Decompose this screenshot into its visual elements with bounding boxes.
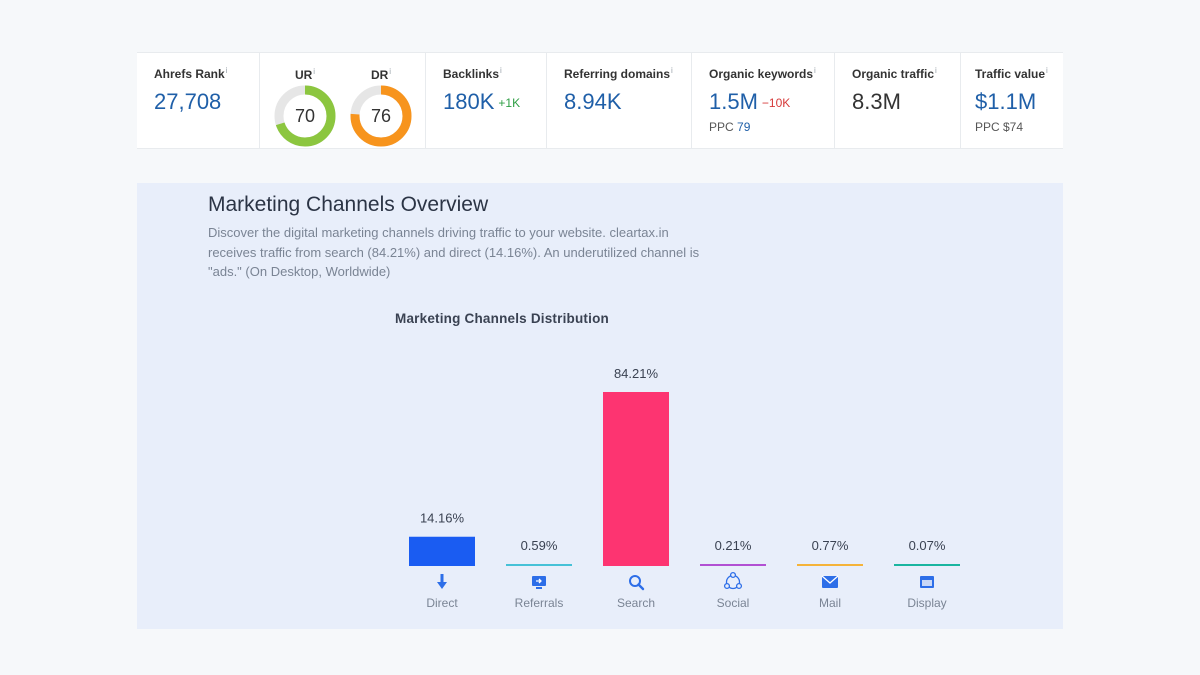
traffic-value-value[interactable]: $1.1M	[975, 89, 1037, 114]
social-share-icon	[723, 571, 743, 590]
ur-gauge-block: URi 70	[272, 67, 338, 149]
ppc-value[interactable]: 79	[737, 120, 751, 134]
info-icon[interactable]: i	[814, 66, 816, 75]
bar-value-label: 0.07%	[909, 538, 946, 553]
ur-dr-metric: URi 70 DRi 76	[260, 53, 426, 148]
bar-display	[894, 564, 960, 566]
metrics-bar: Ahrefs Ranki 27,708 URi 70 DRi 76	[137, 52, 1063, 149]
backlinks-delta[interactable]: +1K	[498, 96, 521, 110]
referring-domains-value[interactable]: 8.94K	[564, 89, 622, 114]
bar-value-label: 14.16%	[420, 511, 465, 526]
referring-domains-label: Referring domains	[564, 67, 671, 81]
arrow-head	[437, 582, 447, 589]
monitor-stand	[536, 587, 542, 589]
backlinks-value[interactable]: 180K	[443, 89, 495, 114]
organic-keywords-label: Organic keywords	[709, 67, 814, 81]
ahrefs-rank-metric: Ahrefs Ranki 27,708	[137, 53, 260, 148]
info-icon[interactable]: i	[935, 66, 937, 75]
category-label: Social	[717, 596, 750, 610]
category-label: Direct	[426, 596, 458, 610]
bar-value-label: 0.21%	[715, 538, 752, 553]
organic-keywords-delta[interactable]: −10K	[761, 96, 791, 110]
ur-value: 70	[294, 106, 316, 126]
bar-search	[603, 392, 669, 566]
info-icon[interactable]: i	[500, 66, 502, 75]
category-label: Referrals	[515, 596, 564, 610]
magnifier-handle	[637, 583, 645, 591]
dr-gauge-ring	[350, 85, 412, 147]
organic-keywords-metric: Organic keywordsi 1.5M −10K PPC 79	[692, 53, 835, 148]
organic-traffic-metric: Organic traffici 8.3M	[835, 53, 961, 148]
mail-icon	[821, 575, 839, 588]
share-node	[735, 582, 743, 590]
info-icon[interactable]: i	[225, 66, 228, 75]
display-icon	[920, 576, 934, 588]
category-label: Mail	[819, 596, 841, 610]
panel-description: Discover the digital marketing channels …	[208, 225, 700, 279]
bar-social	[700, 564, 766, 566]
panel-title: Marketing Channels Overview	[208, 193, 489, 216]
info-icon[interactable]: i	[1046, 66, 1048, 75]
channels-bar-chart: 14.16% Direct 0.59% Referrals 84.21% Search 0.…	[409, 366, 960, 610]
info-icon[interactable]: i	[671, 66, 673, 75]
bar-direct	[409, 536, 475, 566]
category-label: Display	[907, 596, 946, 610]
referring-domains-metric: Referring domainsi 8.94K	[547, 53, 692, 148]
info-icon[interactable]: i	[313, 67, 316, 76]
bar-value-label: 0.59%	[521, 538, 558, 553]
ur-gauge-ring	[274, 85, 336, 147]
bar-value-label: 0.77%	[812, 538, 849, 553]
referral-monitor-icon	[532, 576, 546, 589]
category-label: Search	[617, 596, 655, 610]
monitor-arrow	[536, 578, 542, 584]
arrow-shaft	[440, 574, 444, 583]
ahrefs-rank-label: Ahrefs Rank	[154, 67, 225, 81]
dr-gauge-block: DRi 76	[348, 67, 414, 149]
marketing-channels-panel: Marketing Channels Overview Discover the…	[137, 183, 1063, 629]
organic-traffic-label: Organic traffic	[852, 67, 935, 81]
dr-gauge[interactable]: 76	[348, 83, 414, 149]
bar-value-label: 84.21%	[614, 366, 659, 381]
info-icon[interactable]: i	[389, 67, 392, 76]
arrow-down-icon	[437, 574, 447, 589]
envelope-flap	[821, 575, 839, 584]
bar-referrals	[506, 564, 572, 566]
dr-label: DR	[370, 68, 389, 82]
magnifier-ring	[629, 575, 641, 587]
ahrefs-rank-value[interactable]: 27,708	[154, 89, 222, 114]
traffic-value-metric: Traffic valuei $1.1M PPC $74	[961, 53, 1063, 148]
organic-traffic-value: 8.3M	[852, 89, 901, 114]
traffic-value-label: Traffic value	[975, 67, 1046, 81]
display-content	[922, 580, 932, 586]
chart-title: Marketing Channels Distribution	[395, 311, 609, 326]
share-node	[729, 571, 737, 579]
ur-label: UR	[294, 68, 313, 82]
backlinks-metric: Backlinksi 180K +1K	[426, 53, 547, 148]
ur-gauge[interactable]: 70	[272, 83, 338, 149]
organic-keywords-value[interactable]: 1.5M	[709, 89, 758, 114]
bar-mail	[797, 564, 863, 566]
backlinks-label: Backlinks	[443, 67, 500, 81]
dr-value: 76	[370, 106, 392, 126]
search-icon	[629, 575, 645, 591]
ppc-label: PPC	[709, 120, 734, 134]
share-node	[723, 582, 731, 590]
traffic-value-ppc: PPC $74	[975, 120, 1024, 134]
